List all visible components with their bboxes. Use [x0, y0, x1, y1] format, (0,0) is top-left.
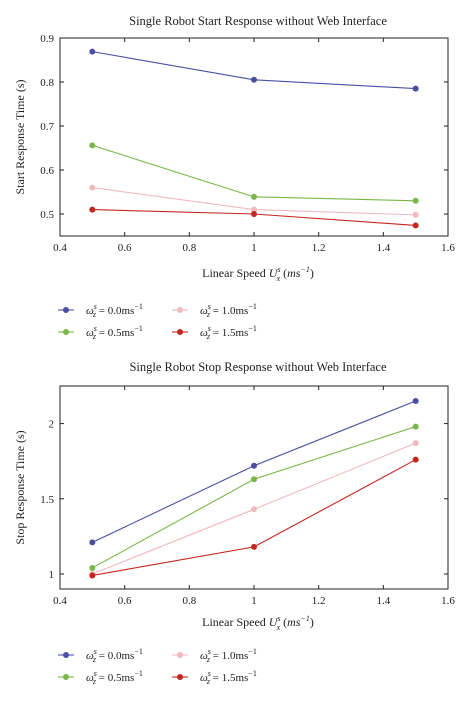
start-y-tick-label: 0.8	[40, 77, 54, 89]
start-x-axis-label: Linear Speed Us x (ms−1)	[202, 265, 314, 283]
stop-legend-swatch-marker	[63, 652, 69, 658]
start-chart-title: Single Robot Start Response without Web …	[129, 14, 387, 28]
start-data-point	[89, 184, 96, 191]
start-x-tick-label: 0.6	[118, 242, 132, 254]
stop-legend-swatch-marker	[177, 674, 183, 680]
stop-legend-label: ωs z = 0.5ms−1	[86, 669, 143, 686]
stop-series-line-0	[92, 400, 416, 543]
stop-x-tick-label: 1	[251, 595, 257, 607]
start-legend-label: ωs z = 1.5ms−1	[200, 324, 257, 341]
start-legend-swatch-marker	[177, 329, 183, 335]
stop-data-point	[412, 456, 419, 463]
stop-chart-title: Single Robot Stop Response without Web I…	[129, 360, 387, 374]
stop-data-point	[89, 572, 96, 579]
start-data-point	[251, 193, 257, 200]
start-response-chart-svg: Single Robot Start Response without Web …	[13, 14, 455, 341]
start-data-point	[89, 48, 96, 55]
start-data-point	[412, 211, 419, 218]
start-plot-frame	[59, 37, 449, 237]
stop-data-point	[89, 539, 96, 546]
stop-y-axis-label: Stop Response Time (s)	[13, 430, 27, 544]
start-series-line-1	[92, 144, 416, 202]
stop-data-point	[251, 476, 257, 483]
start-legend-label: ωs z = 0.0ms−1	[86, 302, 143, 319]
stop-legend-swatch-marker	[177, 652, 183, 658]
stop-data-point	[251, 462, 257, 469]
stop-x-tick-label: 0.8	[182, 595, 196, 607]
stop-legend-label: ωs z = 1.5ms−1	[200, 669, 257, 686]
stop-legend: ωs z = 0.0ms−1 ωs z = 0.5ms−1 ωs z = 1.0ms−1 ω…	[58, 647, 257, 686]
stop-x-tick-label: 1.4	[376, 595, 390, 607]
stop-legend-label: ωs z = 1.0ms−1	[200, 647, 257, 664]
start-y-tick-label: 0.6	[40, 165, 54, 177]
stop-data-point	[89, 564, 96, 571]
stop-x-axis-label: Linear Speed Us x (ms−1)	[202, 614, 314, 632]
stop-y-tick-label: 2	[49, 419, 55, 431]
start-response-chart: Single Robot Start Response without Web …	[13, 14, 455, 341]
stop-data-point	[412, 398, 419, 405]
stop-x-tick-label: 1.2	[312, 595, 326, 607]
stop-legend-label: ωs z = 0.0ms−1	[86, 647, 143, 664]
stop-x-tick-label: 1.6	[441, 595, 455, 607]
stop-legend-swatch-marker	[63, 674, 69, 680]
start-data-point	[89, 206, 96, 213]
start-data-point	[251, 211, 257, 217]
start-data-point	[412, 197, 419, 204]
start-y-axis-label: Start Response Time (s)	[13, 79, 27, 194]
stop-plot-frame	[59, 385, 449, 590]
stop-x-tick-label: 0.6	[118, 595, 132, 607]
stop-y-tick-label: 1	[49, 569, 55, 581]
start-data-point	[412, 222, 419, 229]
start-x-tick-label: 1.6	[441, 242, 455, 254]
start-x-tick-label: 1.4	[376, 242, 390, 254]
start-x-tick-label: 1.2	[312, 242, 326, 254]
stop-response-chart: Single Robot Stop Response without Web I…	[0, 352, 474, 705]
start-legend-label: ωs z = 0.5ms−1	[86, 324, 143, 341]
start-data-point	[412, 85, 419, 92]
stop-response-chart-svg: Single Robot Stop Response without Web I…	[13, 360, 455, 686]
start-data-point	[89, 142, 96, 149]
stop-data-point	[251, 543, 257, 550]
start-y-tick-label: 0.5	[40, 209, 54, 221]
start-x-tick-label: 0.4	[53, 242, 67, 254]
start-legend-swatch-marker	[63, 329, 69, 335]
start-legend: ωs z = 0.0ms−1 ωs z = 0.5ms−1 ωs z = 1.0ms−1 ω…	[58, 302, 257, 341]
start-legend-swatch-marker	[63, 307, 69, 313]
start-y-tick-label: 0.9	[40, 33, 54, 45]
start-data-point	[251, 76, 257, 83]
stop-data-point	[251, 506, 257, 513]
start-data-point	[251, 206, 257, 213]
start-y-tick-label: 0.7	[40, 121, 54, 133]
stop-data-point	[412, 423, 419, 430]
start-x-tick-label: 0.8	[182, 242, 196, 254]
stop-y-tick-label: 1.5	[40, 494, 54, 506]
start-series-line-0	[92, 51, 416, 90]
start-legend-swatch-marker	[177, 307, 183, 313]
start-legend-label: ωs z = 1.0ms−1	[200, 302, 257, 319]
stop-data-point	[412, 440, 419, 447]
start-x-tick-label: 1	[251, 242, 257, 254]
stop-x-tick-label: 0.4	[53, 595, 67, 607]
